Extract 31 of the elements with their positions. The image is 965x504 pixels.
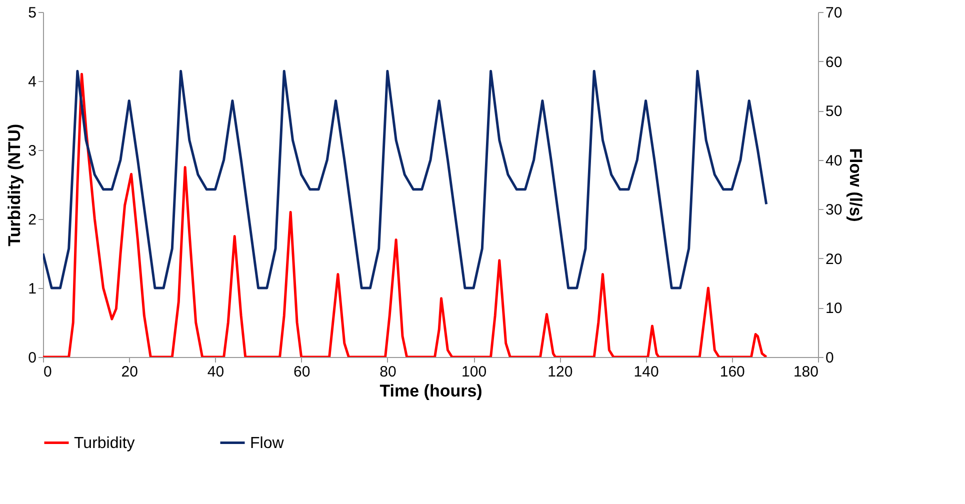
y2-axis-title: Flow (l/s) <box>846 148 866 222</box>
y2-tick-label: 40 <box>826 152 842 170</box>
line-series <box>43 72 768 357</box>
y2-tick-label: 30 <box>826 202 842 219</box>
x-axis-title: Time (hours) <box>380 382 482 400</box>
y2-tick-label: 0 <box>826 350 834 366</box>
y-tick-label: 2 <box>28 212 36 228</box>
x-tick-label: 80 <box>380 364 396 380</box>
y-tick-label: 0 <box>28 350 36 366</box>
y2-tick-label: 20 <box>826 250 842 268</box>
x-tick-label: 120 <box>548 364 573 380</box>
x-tick-label: 100 <box>462 364 487 380</box>
line-series <box>43 70 768 290</box>
x-tick-label: 180 <box>793 364 818 380</box>
y-tick-label: 4 <box>28 74 36 90</box>
y2-tick-label: 10 <box>826 300 842 318</box>
y-tick-label: 5 <box>28 4 36 22</box>
y-axis-title: Turbidity (NTU) <box>5 124 24 246</box>
y2-tick-label: 70 <box>826 4 842 22</box>
x-tick-label: 40 <box>207 364 224 380</box>
legend-label: Turbidity <box>74 434 135 452</box>
y2-tick-label: 50 <box>826 103 842 120</box>
x-tick-label: 0 <box>44 364 52 380</box>
y2-tick-label: 60 <box>826 54 842 71</box>
y-tick-label: 1 <box>28 280 36 298</box>
legend-label: Flow <box>250 434 284 452</box>
x-tick-label: 140 <box>634 364 659 380</box>
y-tick-label: 3 <box>28 142 36 160</box>
x-tick-label: 20 <box>121 364 138 380</box>
x-tick-label: 60 <box>293 364 310 380</box>
x-tick-label: 160 <box>720 364 745 380</box>
